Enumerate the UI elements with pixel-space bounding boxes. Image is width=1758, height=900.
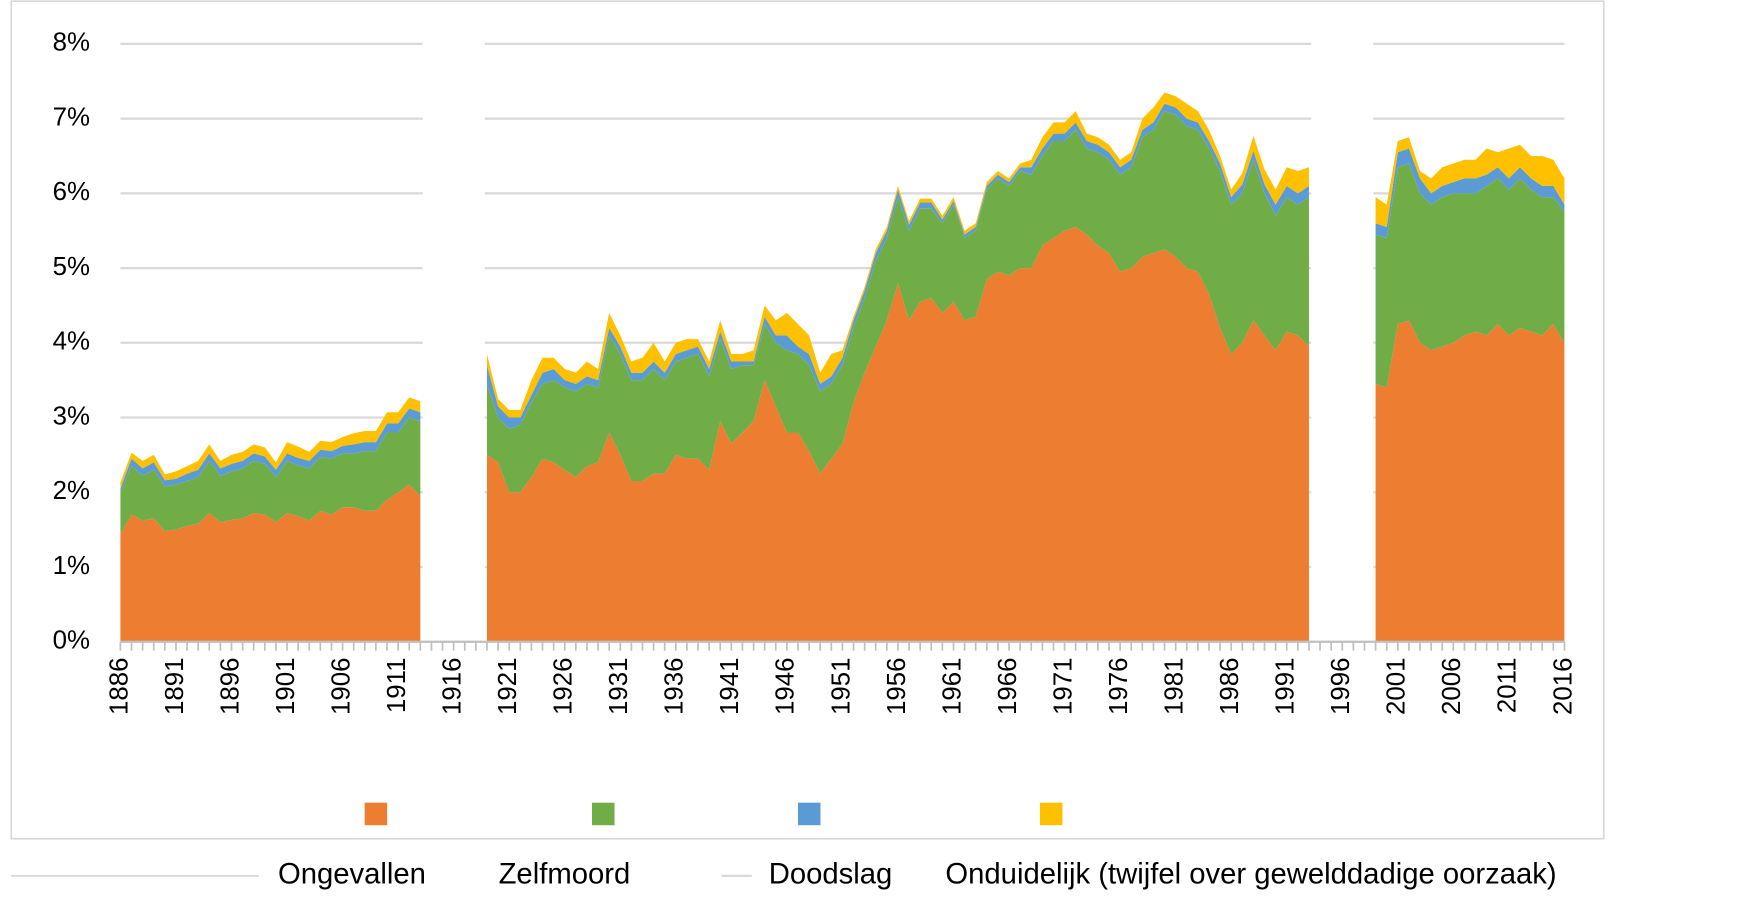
- x-tick-label: 1946: [772, 657, 800, 715]
- y-tick-label: 1%: [53, 552, 90, 580]
- x-tick-label: 1976: [1105, 657, 1133, 715]
- legend-swatch: [1039, 802, 1063, 826]
- x-tick-label: 1981: [1160, 657, 1188, 715]
- x-tick-label: 2016: [1549, 657, 1577, 715]
- y-tick-label: 3%: [53, 402, 90, 430]
- axes: 0% 1% 2% 3% 4% 5% 6% 7% 8% 1886 1891 1896 1901 1906 19…: [53, 29, 1578, 715]
- legend-label: Zelfmoord: [499, 859, 631, 891]
- x-tick-label: 1936: [661, 657, 689, 715]
- x-tick-label: 1991: [1272, 657, 1300, 715]
- x-tick-label: 1886: [105, 657, 133, 715]
- areas: [120, 92, 1565, 642]
- x-tick-label: 2001: [1383, 657, 1411, 715]
- x-tick-label: 1891: [161, 657, 189, 715]
- x-tick-label: 1916: [439, 657, 467, 715]
- y-tick-label: 6%: [53, 178, 90, 206]
- x-tick-label: 1996: [1327, 657, 1355, 715]
- x-tick-label: 1941: [716, 657, 744, 715]
- legend-label: Ongevallen: [278, 859, 426, 891]
- y-tick-label: 2%: [53, 477, 90, 505]
- x-tick-label: 1896: [216, 657, 244, 715]
- legend-label: Onduidelijk (twijfel over gewelddadige o…: [945, 859, 1556, 891]
- x-tick-label: 1986: [1216, 657, 1244, 715]
- legend-label: Doodslag: [769, 859, 893, 891]
- chart-frame: [10, 0, 1605, 840]
- y-tick-label: 0%: [53, 627, 90, 655]
- x-tick-label: 1951: [827, 657, 855, 715]
- grid-gap: [1311, 38, 1374, 637]
- x-tick-label: 1921: [494, 657, 522, 715]
- x-tick-label: 1926: [550, 657, 578, 715]
- legend: Ongevallen Zelfmoord Doodslag Onduidelijk (…: [278, 802, 1557, 891]
- legend-swatch: [797, 802, 821, 826]
- x-tick-label: 1906: [327, 657, 355, 715]
- y-tick-label: 8%: [53, 29, 90, 57]
- legend-swatch: [364, 802, 388, 826]
- area: [120, 111, 1565, 534]
- x-tick-label: 1931: [605, 657, 633, 715]
- x-tick-label: 1971: [1049, 657, 1077, 715]
- area: [120, 226, 1565, 642]
- grid: [120, 38, 1565, 637]
- y-tick-label: 4%: [53, 328, 90, 356]
- legend-swatch: [592, 802, 615, 826]
- x-tick-label: 1956: [883, 657, 911, 715]
- y-tick-label: 5%: [53, 253, 90, 281]
- x-tick-label: 1966: [994, 657, 1022, 715]
- x-tick-label: 1911: [383, 657, 411, 713]
- x-tick-label: 1901: [272, 657, 300, 715]
- grid-gap: [422, 38, 485, 637]
- x-tick-label: 1961: [938, 657, 966, 715]
- x-tick-label: 2011: [1494, 657, 1522, 713]
- area: [120, 92, 1565, 489]
- x-tick-label: 2006: [1438, 657, 1466, 715]
- y-tick-label: 7%: [53, 103, 90, 131]
